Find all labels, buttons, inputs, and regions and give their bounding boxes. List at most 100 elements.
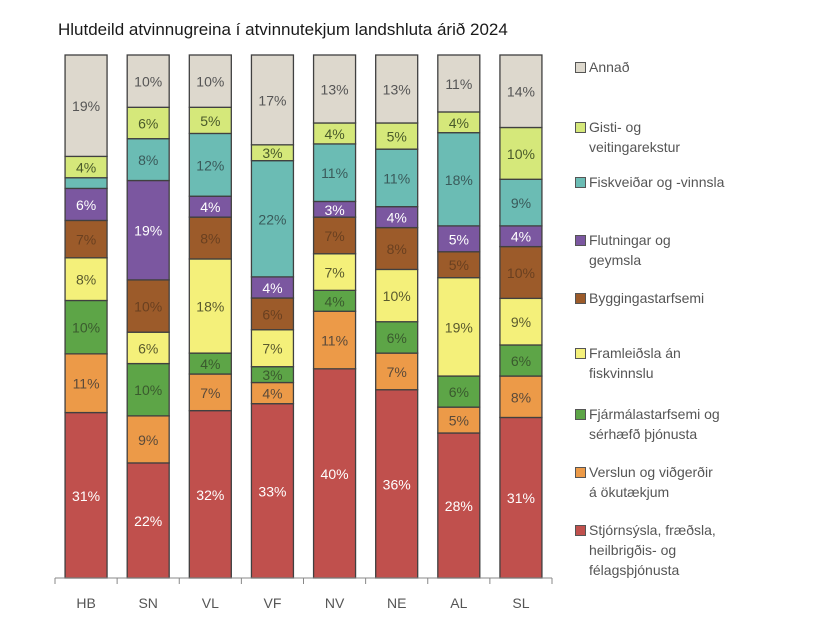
- data-label: 4%: [76, 160, 96, 176]
- x-tick-label: NE: [387, 595, 406, 611]
- x-tick-label: SN: [138, 595, 157, 611]
- bar-segment: [64, 177, 108, 190]
- data-label: 4%: [262, 280, 282, 296]
- data-label: 31%: [507, 490, 535, 506]
- bar-segment: [250, 297, 295, 331]
- data-label: 18%: [196, 299, 224, 315]
- bar-HB: 31% 11% 10% 8% 7% 6% 4% 19%: [64, 54, 108, 579]
- bar-segment: [126, 138, 170, 182]
- bar-segment: [250, 54, 295, 146]
- legend-swatch: [575, 348, 586, 359]
- data-label: 11%: [383, 170, 410, 186]
- bar-segment: [126, 331, 170, 365]
- bar-segment: [188, 54, 232, 108]
- data-label: 36%: [383, 476, 411, 492]
- bar-segment: [312, 253, 357, 292]
- data-label: 6%: [262, 306, 282, 322]
- data-label: 10%: [134, 74, 162, 90]
- data-label: 10%: [72, 320, 100, 336]
- data-label: 6%: [449, 384, 469, 400]
- legend-swatch: [575, 467, 586, 478]
- bar-segment: [437, 251, 481, 279]
- x-tick-label: VF: [263, 595, 281, 611]
- data-label: 11%: [321, 333, 348, 349]
- bar-segment: [126, 462, 170, 579]
- data-label: 5%: [449, 413, 469, 429]
- bar-segment: [437, 225, 481, 253]
- legend-swatch: [575, 62, 586, 73]
- data-label: 6%: [387, 330, 407, 346]
- data-label: 13%: [321, 81, 349, 97]
- bar-segment: [126, 54, 170, 108]
- data-label: 6%: [511, 353, 531, 369]
- bar-segment: [250, 329, 295, 368]
- bar-segment: [64, 411, 108, 579]
- data-label: 7%: [324, 228, 344, 244]
- bar-segment: [312, 216, 357, 255]
- bar-segment: [375, 54, 419, 124]
- bar-segment: [126, 179, 170, 281]
- legend-item: Framleiðsla án fiskvinnslu: [575, 343, 789, 383]
- bar-VL: 32% 7% 4% 18% 8% 4% 12% 5% 10%: [188, 54, 232, 579]
- bar-segment: [312, 54, 357, 124]
- bar-segment: [499, 178, 543, 227]
- bar-segment: [499, 416, 543, 579]
- data-label: 7%: [262, 341, 282, 357]
- data-label: 31%: [72, 488, 100, 504]
- bar-segment: [64, 54, 108, 158]
- legend-label: Framleiðsla án fiskvinnslu: [589, 345, 681, 381]
- bar-segment: [188, 373, 232, 412]
- data-label: 5%: [449, 231, 469, 247]
- data-label: 4%: [511, 229, 531, 245]
- legend-swatch: [575, 525, 586, 536]
- bar-segment: [437, 406, 481, 434]
- data-label: 19%: [72, 98, 100, 114]
- x-tick-label: NV: [325, 595, 345, 611]
- data-label: 13%: [383, 81, 411, 97]
- legend-item: Fiskveiðar og -vinnsla: [575, 172, 789, 192]
- data-label: 9%: [511, 314, 531, 330]
- data-label: 10%: [196, 74, 224, 90]
- legend-item: Stjórnsýsla, fræðsla, heilbrigðis- og fé…: [575, 520, 789, 580]
- legend-item: Fjármálastarfsemi og sérhæfð þjónusta: [575, 404, 789, 444]
- legend-item: Flutningar og geymsla: [575, 230, 789, 270]
- data-label: 4%: [324, 126, 344, 142]
- bar-segment: [126, 362, 170, 417]
- bar-segment: [375, 148, 419, 208]
- legend-item: Annað: [575, 57, 789, 77]
- bar-segment: [375, 226, 419, 271]
- data-label: 22%: [258, 211, 286, 227]
- data-label: 7%: [76, 232, 96, 248]
- data-label: 19%: [445, 319, 473, 335]
- data-label: 14%: [507, 84, 535, 100]
- data-label: 40%: [321, 466, 349, 482]
- legend-label: Annað: [589, 59, 630, 75]
- legend-swatch: [575, 409, 586, 420]
- bar-segment: [375, 389, 419, 579]
- legend-label: Fiskveiðar og -vinnsla: [589, 174, 725, 190]
- data-label: 6%: [138, 115, 158, 131]
- bar-segment: [499, 54, 543, 129]
- x-tick-label: HB: [76, 595, 95, 611]
- bar-segment: [64, 353, 108, 414]
- data-label: 8%: [200, 231, 220, 247]
- bar-segment: [64, 257, 108, 302]
- x-tick-label: SL: [512, 595, 529, 611]
- bar-segment: [499, 126, 543, 180]
- data-label: 17%: [258, 92, 286, 108]
- data-label: 22%: [134, 513, 162, 529]
- data-label: 8%: [387, 241, 407, 257]
- bar-SN: 22% 9% 10% 6% 10% 19% 8% 6% 10%: [126, 54, 170, 579]
- bar-segment: [126, 106, 170, 140]
- bar-segment: [64, 187, 108, 222]
- data-label: 3%: [262, 367, 282, 383]
- data-label: 8%: [511, 389, 531, 405]
- data-label: 9%: [138, 432, 158, 448]
- data-label: 3%: [324, 202, 344, 218]
- data-label: 5%: [387, 129, 407, 145]
- data-label: 3%: [262, 145, 282, 161]
- data-label: 7%: [200, 385, 220, 401]
- bar-segment: [188, 409, 232, 579]
- legend-swatch: [575, 122, 586, 133]
